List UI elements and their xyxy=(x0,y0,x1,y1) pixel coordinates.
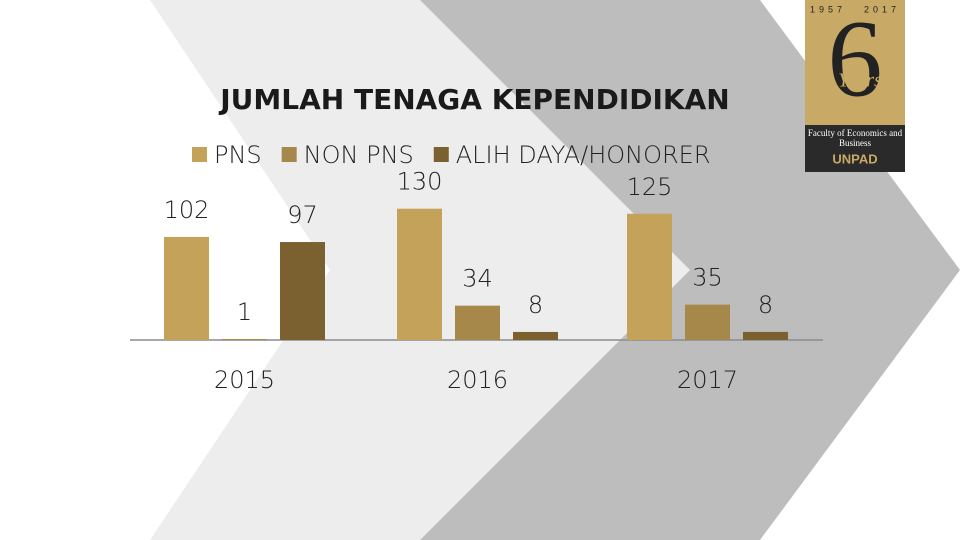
legend-label: ALIH DAYA/HONORER xyxy=(456,141,711,169)
logo-faculty: Faculty of Economics and Business xyxy=(807,128,903,148)
data-label: 102 xyxy=(164,196,210,224)
data-label: 35 xyxy=(692,264,723,292)
x-tick-label: 2015 xyxy=(214,366,275,394)
logo-faculty-box: Faculty of Economics and Business xyxy=(807,128,903,148)
data-label: 130 xyxy=(397,168,443,196)
bar xyxy=(280,242,325,340)
data-label: 1 xyxy=(237,298,252,326)
logo-year: 2017 xyxy=(864,4,900,14)
data-label: 125 xyxy=(627,173,673,201)
bar xyxy=(222,338,267,340)
bar xyxy=(685,304,730,340)
legend-label: NON PNS xyxy=(304,141,414,169)
bar xyxy=(397,208,442,340)
logo-university: UNPAD xyxy=(832,151,877,166)
x-tick-label: 2017 xyxy=(677,366,738,394)
bar xyxy=(513,331,558,340)
legend-swatch xyxy=(281,147,297,162)
chart-title: JUMLAH TENAGA KEPENDIDIKAN xyxy=(218,83,729,116)
bar xyxy=(164,236,209,340)
bar xyxy=(743,331,788,340)
bar xyxy=(455,305,500,340)
data-label: 8 xyxy=(528,291,543,319)
legend-swatch xyxy=(433,147,449,162)
x-tick-label: 2016 xyxy=(447,366,508,394)
logo-year: 1957 xyxy=(810,4,846,14)
logo: 1957 2017 6 Years Faculty of Economics a… xyxy=(805,0,905,172)
data-label: 97 xyxy=(287,201,318,229)
bar xyxy=(627,213,672,340)
logo-number: 6 xyxy=(828,0,883,119)
logo-band xyxy=(805,125,905,172)
data-label: 8 xyxy=(758,291,773,319)
legend-swatch xyxy=(192,147,207,162)
logo-word: Years xyxy=(838,70,882,92)
data-label: 34 xyxy=(462,265,493,293)
legend-label: PNS xyxy=(214,141,262,169)
